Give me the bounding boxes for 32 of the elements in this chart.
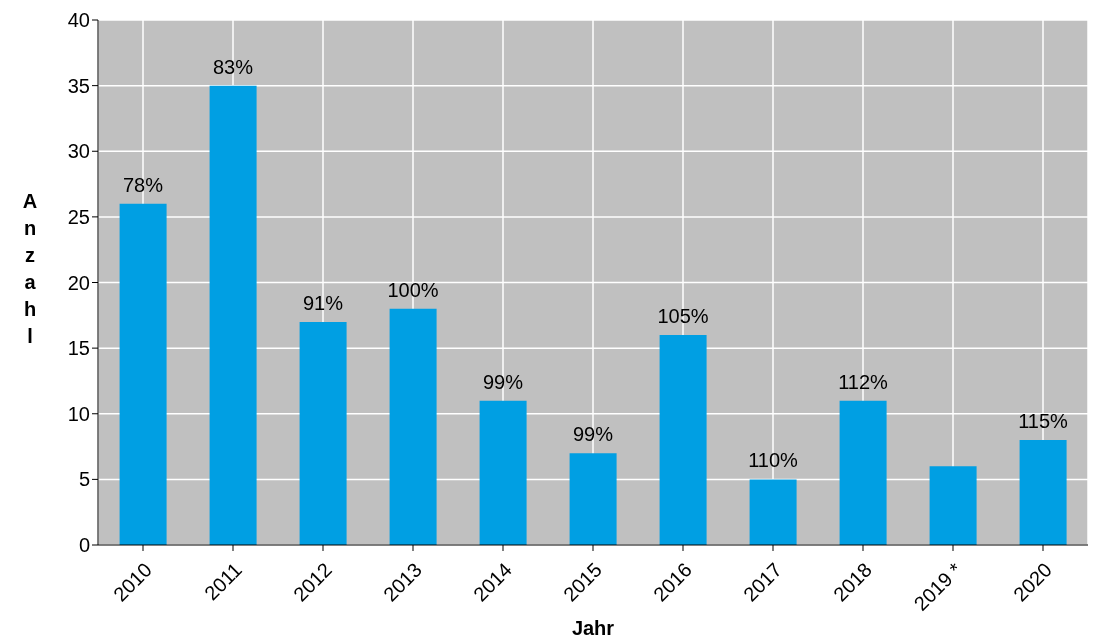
annotation: 105% xyxy=(657,305,709,327)
y-tick-label: 5 xyxy=(78,468,90,491)
annotation: 99% xyxy=(482,370,524,393)
y-tick-label: 40 xyxy=(67,9,90,32)
y-tick-label: 15 xyxy=(67,337,90,360)
bar xyxy=(119,203,167,545)
annotation: 99% xyxy=(572,423,614,446)
y-tick-label: 20 xyxy=(67,271,90,294)
bar xyxy=(749,479,797,545)
y-axis-title: Anzahl xyxy=(22,190,38,347)
y-tick-label: 25 xyxy=(67,205,90,228)
annotation: 91% xyxy=(302,291,344,314)
bar xyxy=(299,321,347,545)
bar xyxy=(659,335,707,545)
bar xyxy=(839,400,887,545)
y-tick-label: 35 xyxy=(67,74,90,97)
bar xyxy=(569,453,617,545)
y-tick-label: 0 xyxy=(78,534,90,557)
annotation: 78% xyxy=(122,173,164,196)
bar xyxy=(389,308,437,545)
bar xyxy=(929,466,977,545)
y-tick-label: 30 xyxy=(67,140,90,163)
annotation: 115% xyxy=(1018,410,1069,432)
x-axis-title: Jahr xyxy=(571,617,615,639)
annotation: 112% xyxy=(838,370,889,393)
annotation: 100% xyxy=(387,278,439,301)
annotation: 110% xyxy=(748,449,799,472)
bar xyxy=(209,85,257,545)
bar xyxy=(479,400,527,545)
y-tick-label: 10 xyxy=(67,402,90,425)
bar xyxy=(1019,440,1067,545)
annotation: 83% xyxy=(212,55,254,78)
